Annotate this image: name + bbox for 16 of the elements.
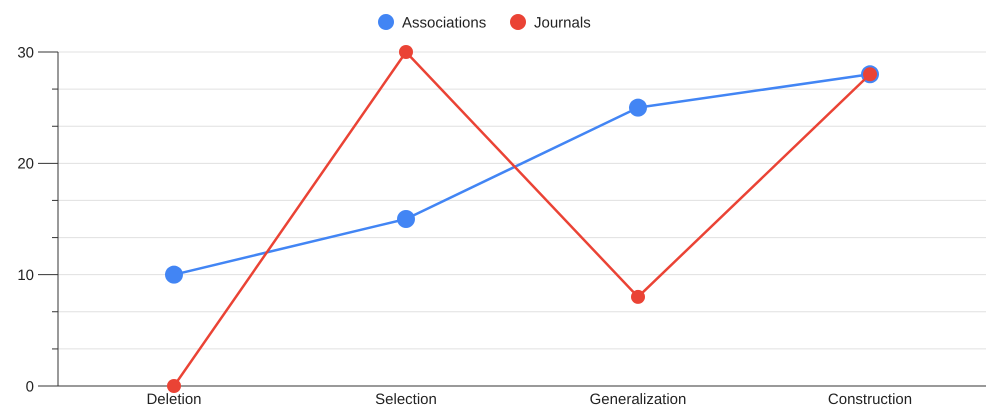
point [629, 98, 647, 117]
x-tick-label: Selection [375, 391, 437, 406]
y-tick-label: 10 [17, 266, 34, 284]
x-tick-label: Deletion [146, 391, 202, 406]
point [165, 266, 183, 284]
x-tick-label: Construction [828, 391, 912, 406]
legend-label: Associations [402, 14, 486, 32]
y-tick-label: 20 [17, 156, 34, 173]
point [631, 290, 645, 304]
point [397, 210, 415, 228]
legend-label: Journals [534, 14, 591, 32]
x-tick-label: Generalization [590, 391, 686, 406]
y-tick-label: 30 [17, 44, 34, 62]
y-tick-label: 0 [26, 378, 34, 396]
point [167, 379, 181, 393]
point [399, 45, 413, 59]
